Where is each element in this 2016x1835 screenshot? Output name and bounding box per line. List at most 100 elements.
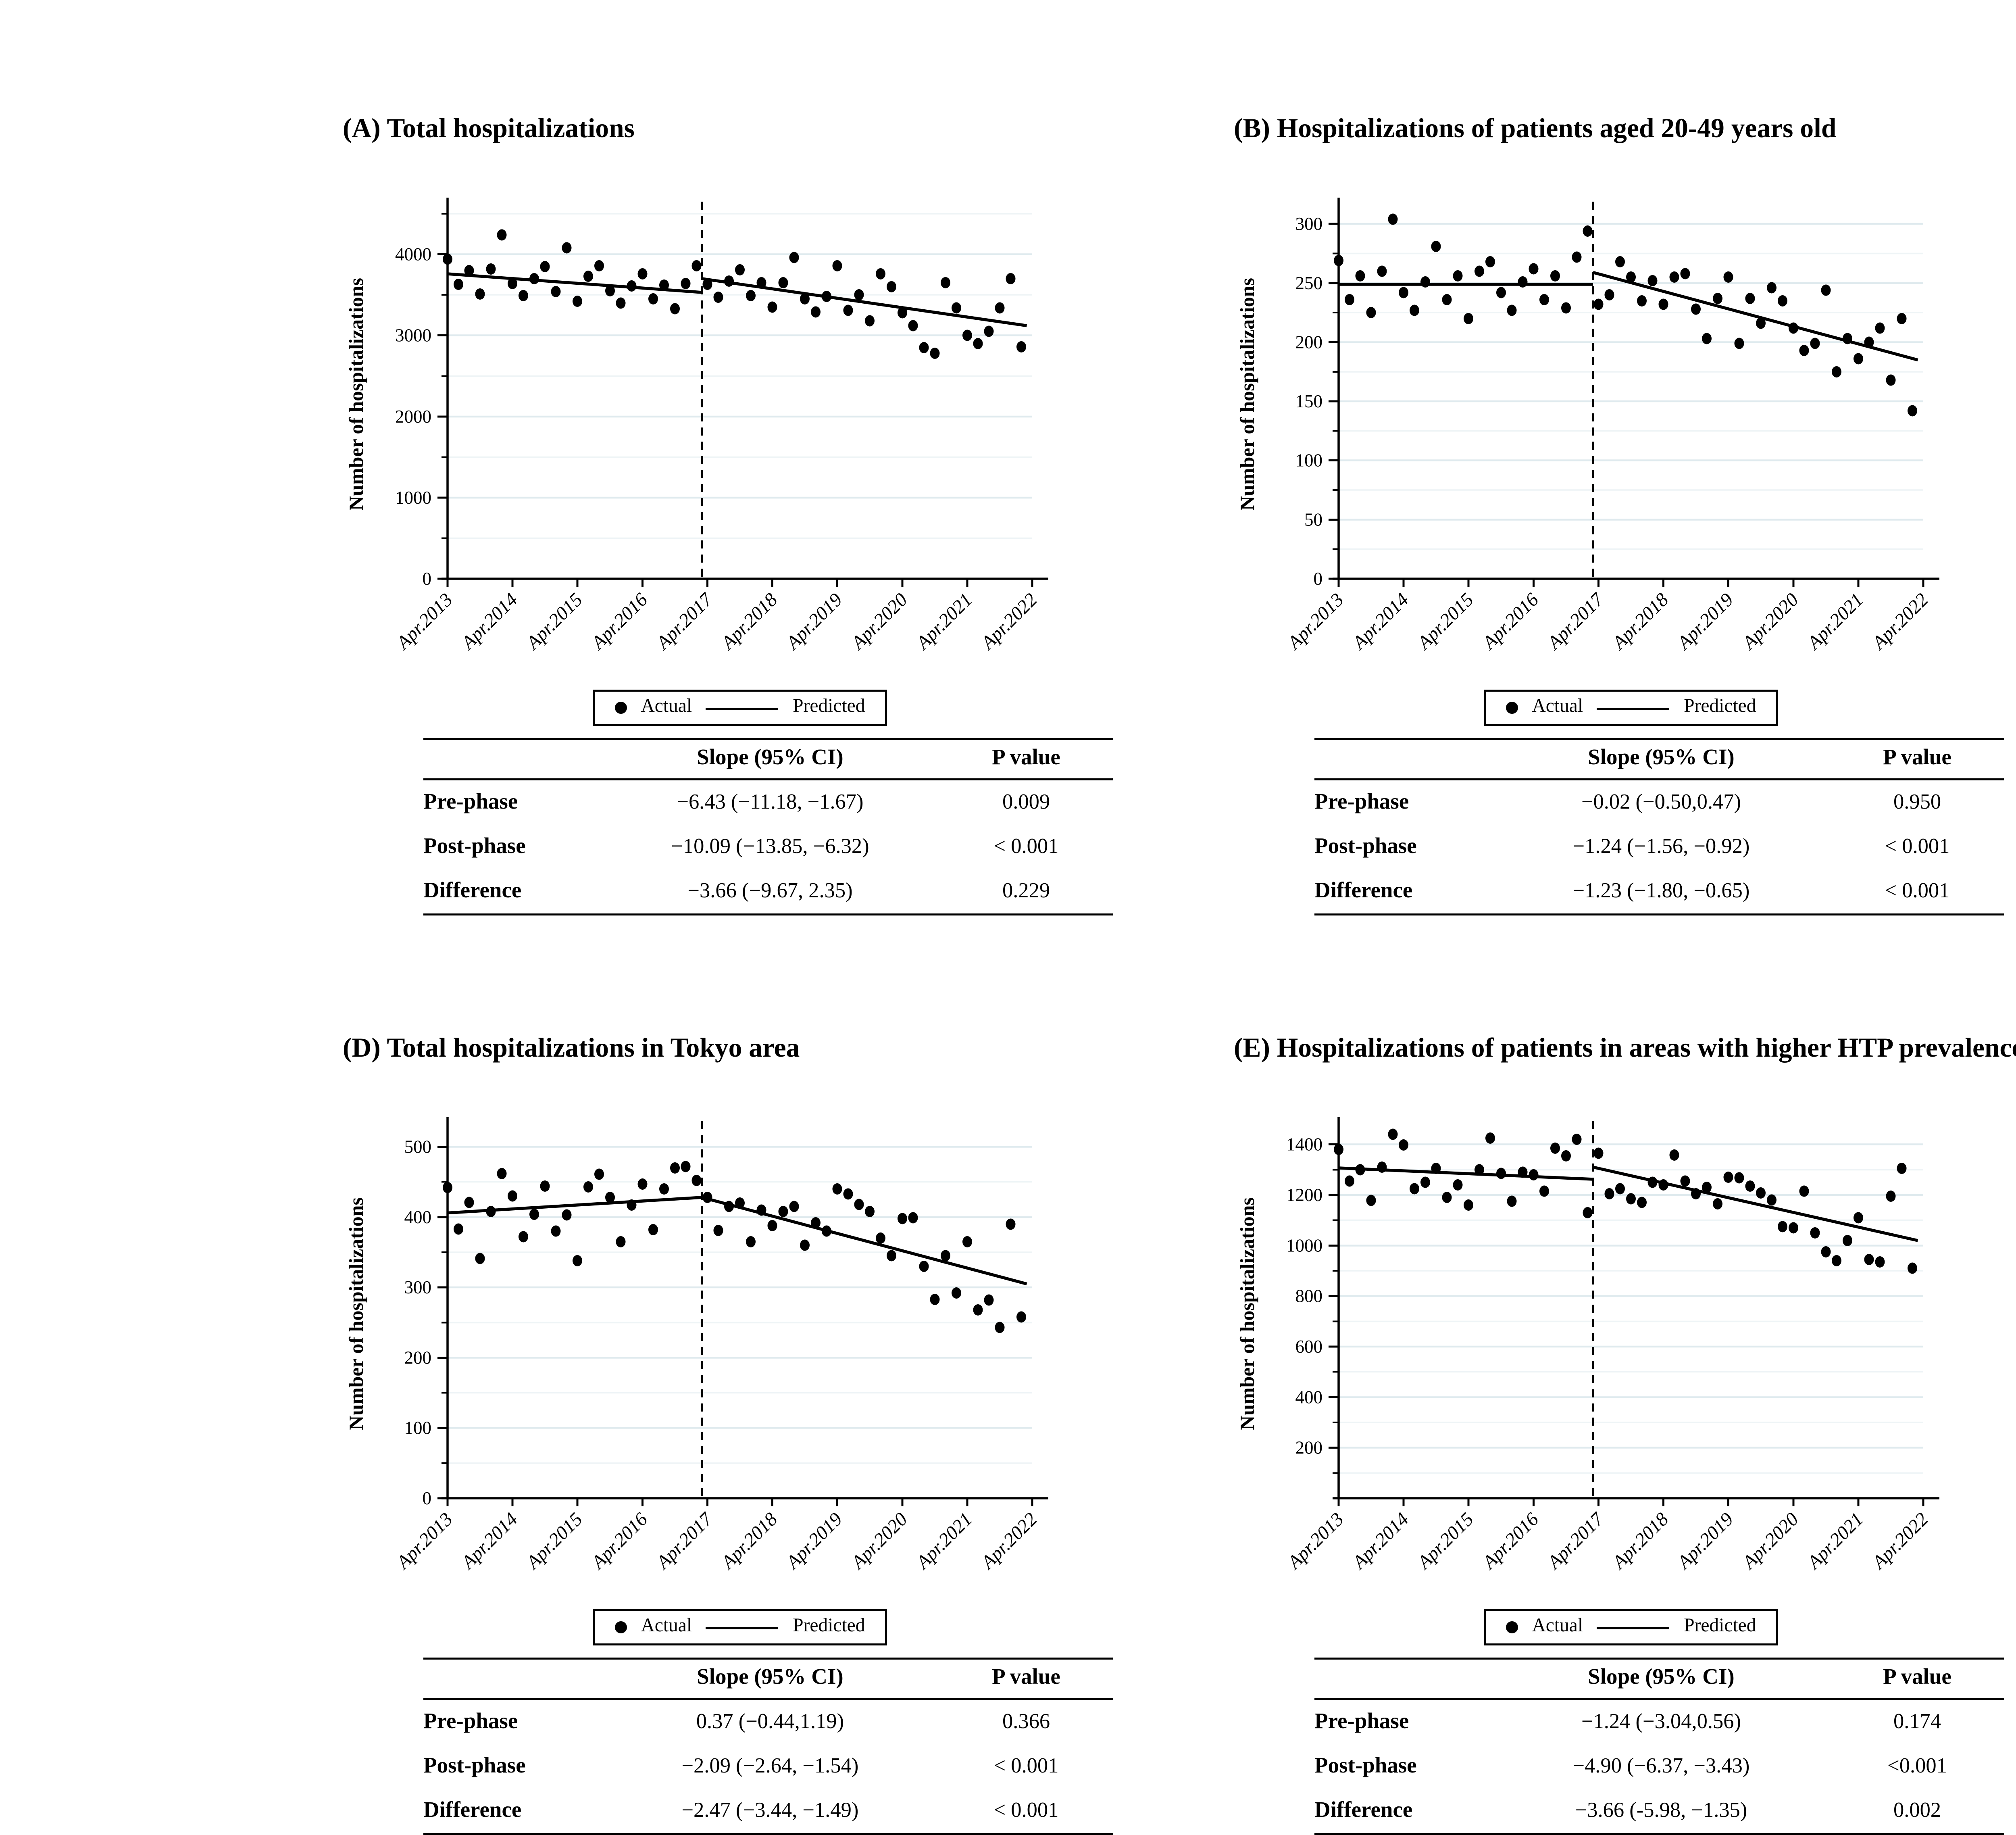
panel-a-title: (A) Total hospitalizations: [343, 113, 635, 143]
svg-text:Apr.2016: Apr.2016: [1478, 1509, 1543, 1574]
row-label: Post-phase: [423, 1754, 526, 1779]
svg-text:100: 100: [404, 1418, 432, 1438]
legend-actual-label: Actual: [641, 1617, 692, 1637]
p-value: 0.950: [1893, 791, 1941, 814]
panel-d-chart: 0 100 200 300 400 500 Apr.2013 Apr.2014 Apr.2015…: [345, 1117, 1048, 1574]
legend-predicted-label: Predicted: [793, 698, 865, 718]
predicted-line-icon: [1597, 707, 1670, 709]
svg-text:100: 100: [1295, 450, 1323, 471]
stats-header-row: Slope (95% CI) P value: [423, 1658, 1113, 1700]
svg-text:Apr.2017: Apr.2017: [652, 1508, 717, 1574]
p-value: < 0.001: [1885, 836, 1950, 858]
svg-text:Apr.2016: Apr.2016: [587, 589, 652, 654]
panel-e-chart: 200 400 600 800 1000 1200 1400 Apr.2013 Apr.2014…: [1236, 1117, 1939, 1574]
panel-e-title: (E) Hospitalizations of patients in area…: [1234, 1032, 2016, 1063]
stats-header-row: Slope (95% CI) P value: [1314, 739, 2004, 780]
legend-actual-label: Actual: [1532, 698, 1583, 718]
row-label: Pre-phase: [423, 790, 518, 815]
panel-e: (E) Hospitalizations of patients in area…: [1234, 1032, 2016, 1835]
svg-text:600: 600: [1295, 1337, 1323, 1357]
stats-row: Pre-phase −1.24 (−3.04,0.56) 0.174: [1314, 1699, 2004, 1745]
stats-header-row: Slope (95% CI) P value: [423, 739, 1113, 780]
pvalue-header: P value: [1831, 739, 2004, 780]
svg-text:4000: 4000: [395, 244, 431, 265]
predicted-line-icon: [706, 1626, 779, 1629]
legend-wrap: Actual Predicted: [343, 690, 1048, 726]
svg-text:1000: 1000: [395, 488, 431, 508]
svg-text:Apr.2019: Apr.2019: [781, 1509, 846, 1574]
svg-text:Apr.2015: Apr.2015: [522, 589, 587, 654]
svg-text:Apr.2019: Apr.2019: [781, 589, 846, 654]
slope-value: −2.47 (−3.44, −1.49): [681, 1800, 859, 1822]
p-value: 0.174: [1893, 1711, 1941, 1733]
svg-text:Apr.2020: Apr.2020: [847, 589, 912, 654]
svg-text:Apr.2021: Apr.2021: [1803, 1509, 1868, 1574]
row-label: Post-phase: [423, 835, 526, 859]
p-value: < 0.001: [993, 1755, 1059, 1778]
slope-header: Slope (95% CI): [1492, 739, 1831, 780]
svg-text:200: 200: [404, 1348, 432, 1368]
slope-header: Slope (95% CI): [601, 739, 939, 780]
legend-predicted-label: Predicted: [1684, 698, 1756, 718]
svg-text:Apr.2022: Apr.2022: [1868, 589, 1933, 654]
slope-value: −1.23 (−1.80, −0.65): [1572, 880, 1750, 903]
legend-predicted-label: Predicted: [1684, 1617, 1756, 1637]
slope-value: −0.02 (−0.50,0.47): [1581, 791, 1741, 814]
panel-a-stats-table: Slope (95% CI) P value Pre-phase −6.43 (−…: [423, 738, 1113, 915]
stats-row: Post-phase −1.24 (−1.56, −0.92) < 0.001: [1314, 825, 2004, 869]
svg-text:Apr.2015: Apr.2015: [1413, 1509, 1478, 1574]
svg-text:Apr.2017: Apr.2017: [1543, 588, 1608, 654]
row-label: Pre-phase: [1314, 1710, 1409, 1734]
svg-text:Apr.2013: Apr.2013: [1283, 589, 1348, 654]
svg-text:Apr.2014: Apr.2014: [1348, 589, 1413, 654]
legend-actual-label: Actual: [1532, 1617, 1583, 1637]
svg-text:150: 150: [1295, 391, 1323, 411]
predicted-line-icon: [706, 707, 779, 709]
stats-row: Pre-phase −6.43 (−11.18, −1.67) 0.009: [423, 780, 1113, 825]
svg-text:Apr.2018: Apr.2018: [1608, 1509, 1672, 1574]
panel-b-title: (B) Hospitalizations of patients aged 20…: [1234, 113, 1837, 143]
svg-text:0: 0: [423, 1488, 432, 1508]
slope-value: −1.24 (−3.04,0.56): [1581, 1711, 1741, 1733]
stats-row: Pre-phase 0.37 (−0.44,1.19) 0.366: [423, 1699, 1113, 1745]
row-label: Difference: [1314, 1799, 1413, 1823]
svg-text:0: 0: [423, 569, 432, 589]
svg-text:Number of hospitalizations: Number of hospitalizations: [345, 278, 367, 511]
empty-header-cell: [423, 1658, 601, 1700]
actual-point-icon: [1506, 1621, 1518, 1633]
empty-header-cell: [423, 739, 601, 780]
svg-text:Apr.2015: Apr.2015: [1413, 589, 1478, 654]
panel-a: (A) Total hospitalizations 0 1000 2000 3000…: [343, 113, 1133, 915]
predicted-line-icon: [1597, 1626, 1670, 1629]
slope-value: −6.43 (−11.18, −1.67): [677, 791, 864, 814]
p-value: <0.001: [1887, 1755, 1947, 1778]
p-value: < 0.001: [993, 1800, 1059, 1822]
slope-value: −10.09 (−13.85, −6.32): [671, 836, 869, 858]
svg-text:Apr.2019: Apr.2019: [1672, 1509, 1737, 1574]
row-label: Pre-phase: [423, 1710, 518, 1734]
svg-text:Apr.2018: Apr.2018: [716, 589, 781, 654]
p-value: < 0.001: [1885, 880, 1950, 903]
svg-text:400: 400: [1295, 1387, 1323, 1408]
stats-row: Post-phase −2.09 (−2.64, −1.54) < 0.001: [423, 1744, 1113, 1789]
row-label: Pre-phase: [1314, 790, 1409, 815]
stats-row: Difference −3.66 (−9.67, 2.35) 0.229: [423, 869, 1113, 915]
stats-row: Pre-phase −0.02 (−0.50,0.47) 0.950: [1314, 780, 2004, 825]
panel-e-stats-table: Slope (95% CI) P value Pre-phase −1.24 (−…: [1314, 1658, 2004, 1835]
row-label: Difference: [423, 879, 522, 903]
legend: Actual Predicted: [1483, 690, 1779, 726]
slope-value: −3.66 (−9.67, 2.35): [687, 880, 853, 903]
row-label: Difference: [1314, 879, 1413, 903]
legend-predicted-label: Predicted: [793, 1617, 865, 1637]
p-value: 0.002: [1893, 1800, 1941, 1822]
row-label: Difference: [423, 1799, 522, 1823]
row-label: Post-phase: [1314, 835, 1417, 859]
svg-text:Apr.2020: Apr.2020: [1738, 589, 1803, 654]
svg-text:Apr.2014: Apr.2014: [457, 589, 522, 654]
svg-text:1400: 1400: [1286, 1134, 1322, 1155]
panel-d-stats-table: Slope (95% CI) P value Pre-phase 0.37 (−0…: [423, 1658, 1113, 1835]
svg-text:Apr.2020: Apr.2020: [847, 1509, 912, 1574]
panel-b: (B) Hospitalizations of patients aged 20…: [1234, 113, 2016, 915]
